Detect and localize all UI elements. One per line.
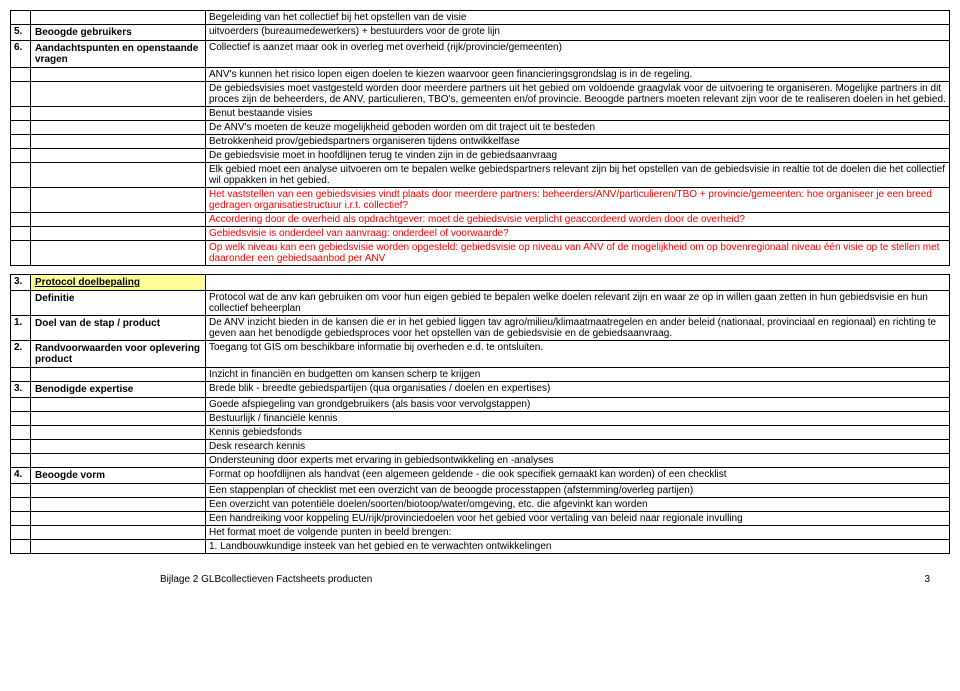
cell-text: Format op hoofdlijnen als handvat (een a… [206, 468, 950, 484]
table-row: Elk gebied moet een analyse uitvoeren om… [11, 163, 950, 188]
table-row: De gebiedsvisies moet vastgesteld worden… [11, 82, 950, 107]
row-number: 4. [11, 468, 31, 484]
cell-text: Collectief is aanzet maar ook in overleg… [206, 41, 950, 68]
cell-text: Elk gebied moet een analyse uitvoeren om… [206, 163, 950, 188]
row-label: Aandachtspunten en openstaande vragen [31, 41, 206, 68]
content-table-2: 3. Protocol doelbepaling Definitie Proto… [10, 274, 950, 554]
row-number: 5. [11, 25, 31, 41]
table-row: Begeleiding van het collectief bij het o… [11, 11, 950, 25]
row-label: Benodigde expertise [31, 382, 206, 398]
cell-text: Het format moet de volgende punten in be… [206, 526, 950, 540]
cell-text: Betrokkenheid prov/gebiedspartners organ… [206, 135, 950, 149]
cell-text: Bestuurlijk / financiële kennis [206, 412, 950, 426]
cell-text: Protocol wat de anv kan gebruiken om voo… [206, 291, 950, 316]
row-number: 1. [11, 316, 31, 341]
cell-text: Op welk niveau kan een gebiedsvisie word… [206, 241, 950, 266]
row-label: Beoogde gebruikers [31, 25, 206, 41]
cell-text: De ANV inzicht bieden in de kansen die e… [206, 316, 950, 341]
content-table-1: Begeleiding van het collectief bij het o… [10, 10, 950, 266]
cell-text: 1. Landbouwkundige insteek van het gebie… [206, 540, 950, 554]
section-header-row: 3. Protocol doelbepaling [11, 275, 950, 291]
section-title: Protocol doelbepaling [31, 275, 206, 291]
cell-text: uitvoerders (bureaumedewerkers) + bestuu… [206, 25, 950, 41]
cell-text: Een stappenplan of checklist met een ove… [206, 484, 950, 498]
table-row: Op welk niveau kan een gebiedsvisie word… [11, 241, 950, 266]
cell-text: Een overzicht van potentiële doelen/soor… [206, 498, 950, 512]
row-number: 3. [11, 382, 31, 398]
table-row: Inzicht in financiën en budgetten om kan… [11, 368, 950, 382]
table-row: 1. Doel van de stap / product De ANV inz… [11, 316, 950, 341]
cell-text: Desk research kennis [206, 440, 950, 454]
table-row: De ANV's moeten de keuze mogelijkheid ge… [11, 121, 950, 135]
table-row: 6. Aandachtspunten en openstaande vragen… [11, 41, 950, 68]
cell-text: Ondersteuning door experts met ervaring … [206, 454, 950, 468]
table-row: 5. Beoogde gebruikers uitvoerders (burea… [11, 25, 950, 41]
cell-text: Begeleiding van het collectief bij het o… [206, 11, 950, 25]
cell-text: Inzicht in financiën en budgetten om kan… [206, 368, 950, 382]
table-row: Kennis gebiedsfonds [11, 426, 950, 440]
footer-text: Bijlage 2 GLBcollectieven Factsheets pro… [160, 574, 372, 585]
table-row: Accordering door de overheid als opdrach… [11, 213, 950, 227]
table-row: 3. Benodigde expertise Brede blik - bree… [11, 382, 950, 398]
cell-text: De ANV's moeten de keuze mogelijkheid ge… [206, 121, 950, 135]
cell-text: Kennis gebiedsfonds [206, 426, 950, 440]
table-row: ANV's kunnen het risico lopen eigen doel… [11, 68, 950, 82]
table-row: 4. Beoogde vorm Format op hoofdlijnen al… [11, 468, 950, 484]
row-label: Doel van de stap / product [31, 316, 206, 341]
table-row: Desk research kennis [11, 440, 950, 454]
table-row: Definitie Protocol wat de anv kan gebrui… [11, 291, 950, 316]
row-label: Definitie [31, 291, 206, 316]
cell-text: Toegang tot GIS om beschikbare informati… [206, 341, 950, 368]
cell-text: ANV's kunnen het risico lopen eigen doel… [206, 68, 950, 82]
table-row: 2. Randvoorwaarden voor oplevering produ… [11, 341, 950, 368]
row-label: Beoogde vorm [31, 468, 206, 484]
cell-text: Benut bestaande visies [206, 107, 950, 121]
cell-text: De gebiedsvisies moet vastgesteld worden… [206, 82, 950, 107]
cell-text: Goede afspiegeling van grondgebruikers (… [206, 398, 950, 412]
table-row: Een overzicht van potentiële doelen/soor… [11, 498, 950, 512]
cell-text: De gebiedsvisie moet in hoofdlijnen teru… [206, 149, 950, 163]
table-row: De gebiedsvisie moet in hoofdlijnen teru… [11, 149, 950, 163]
table-row: Ondersteuning door experts met ervaring … [11, 454, 950, 468]
cell-text: Brede blik - breedte gebiedspartijen (qu… [206, 382, 950, 398]
cell-text: Accordering door de overheid als opdrach… [206, 213, 950, 227]
table-row: Een stappenplan of checklist met een ove… [11, 484, 950, 498]
section-number: 3. [11, 275, 31, 291]
row-number: 6. [11, 41, 31, 68]
cell-text: Een handreiking voor koppeling EU/rijk/p… [206, 512, 950, 526]
table-row: Betrokkenheid prov/gebiedspartners organ… [11, 135, 950, 149]
row-number: 2. [11, 341, 31, 368]
cell-text: Het vaststellen van een gebiedsvisies vi… [206, 188, 950, 213]
table-row: Benut bestaande visies [11, 107, 950, 121]
page-number: 3 [924, 574, 930, 585]
table-row: Het format moet de volgende punten in be… [11, 526, 950, 540]
table-row: 1. Landbouwkundige insteek van het gebie… [11, 540, 950, 554]
table-row: Goede afspiegeling van grondgebruikers (… [11, 398, 950, 412]
table-row: Een handreiking voor koppeling EU/rijk/p… [11, 512, 950, 526]
table-row: Bestuurlijk / financiële kennis [11, 412, 950, 426]
cell-text: Gebiedsvisie is onderdeel van aanvraag: … [206, 227, 950, 241]
table-row: Gebiedsvisie is onderdeel van aanvraag: … [11, 227, 950, 241]
table-row: Het vaststellen van een gebiedsvisies vi… [11, 188, 950, 213]
page-footer: Bijlage 2 GLBcollectieven Factsheets pro… [10, 574, 950, 585]
row-label: Randvoorwaarden voor oplevering product [31, 341, 206, 368]
